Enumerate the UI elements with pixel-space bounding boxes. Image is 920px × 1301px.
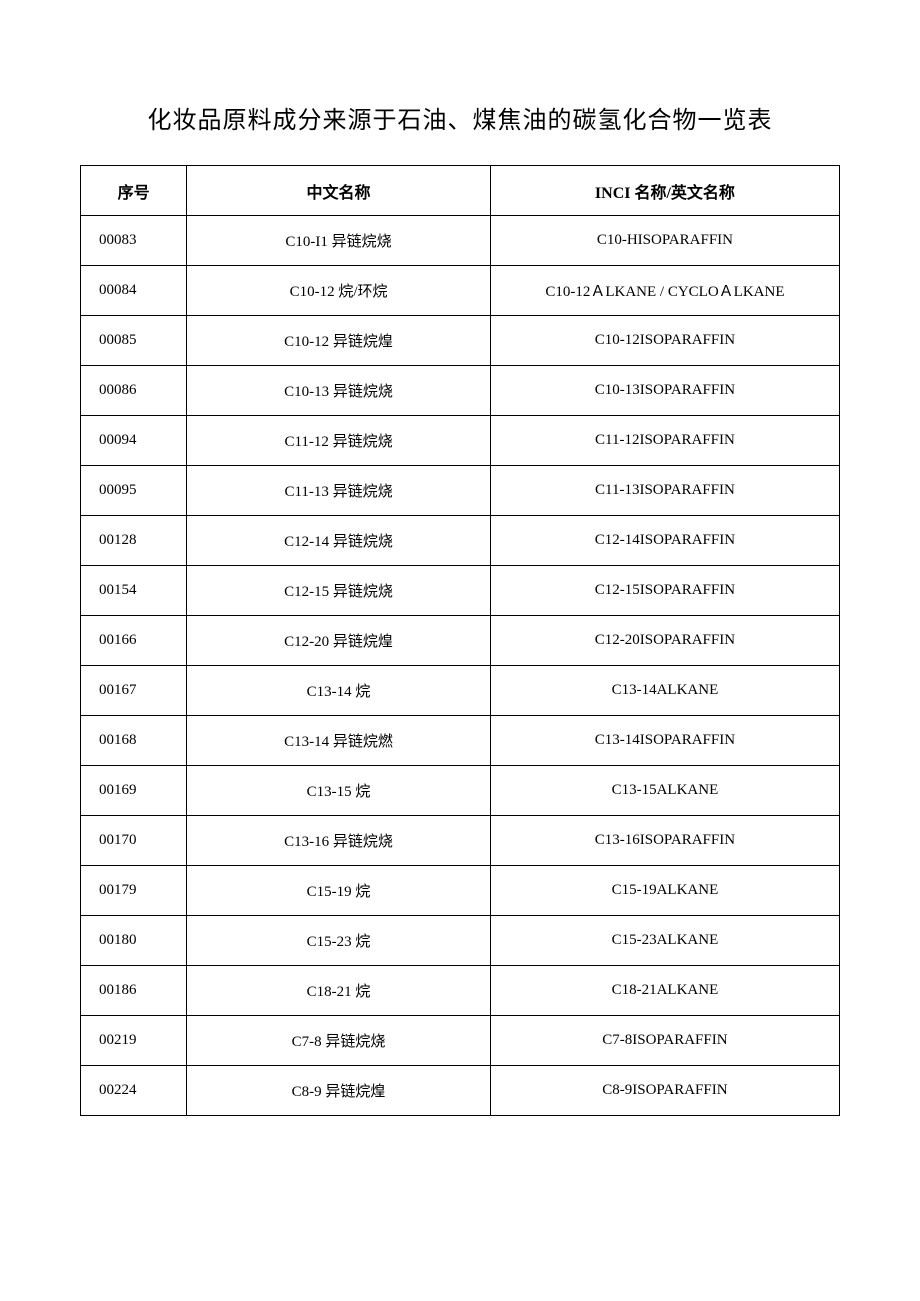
table-row: 00083 C10-I1 异链烷烧 C10-HISOPARAFFIN [81,216,840,266]
table-row: 00167 C13-14 烷 C13-14ALKANE [81,666,840,716]
cell-seq: 00167 [81,666,187,716]
cell-chinese: C13-14 异链烷燃 [187,716,491,766]
cell-chinese: C15-23 烷 [187,916,491,966]
col-header-english: INCI 名称/英文名称 [490,166,839,216]
table-row: 00095 C11-13 异链烷烧 C11-13ISOPARAFFIN [81,466,840,516]
table-row: 00180 C15-23 烷 C15-23ALKANE [81,916,840,966]
cell-english: C15-19ALKANE [490,866,839,916]
cell-english: C12-14ISOPARAFFIN [490,516,839,566]
cell-english: C10-12ＡLKANE / CYCLOＡLKANE [490,266,839,316]
cell-seq: 00170 [81,816,187,866]
cell-english: C15-23ALKANE [490,916,839,966]
cell-english: C10-12ISOPARAFFIN [490,316,839,366]
cell-seq: 00180 [81,916,187,966]
cell-seq: 00169 [81,766,187,816]
cell-chinese: C13-14 烷 [187,666,491,716]
cell-seq: 00128 [81,516,187,566]
cell-seq: 00154 [81,566,187,616]
cell-english: C13-14ALKANE [490,666,839,716]
ingredient-table: 序号 中文名称 INCI 名称/英文名称 00083 C10-I1 异链烷烧 C… [80,165,840,1116]
cell-english: C10-HISOPARAFFIN [490,216,839,266]
cell-seq: 00166 [81,616,187,666]
cell-seq: 00083 [81,216,187,266]
col-header-chinese: 中文名称 [187,166,491,216]
cell-seq: 00094 [81,416,187,466]
cell-chinese: C10-12 烷/环烷 [187,266,491,316]
cell-chinese: C12-14 异链烷烧 [187,516,491,566]
cell-chinese: C10-12 异链烷煌 [187,316,491,366]
cell-seq: 00085 [81,316,187,366]
table-row: 00166 C12-20 异链烷煌 C12-20ISOPARAFFIN [81,616,840,666]
cell-chinese: C10-13 异链烷烧 [187,366,491,416]
cell-english: C18-21ALKANE [490,966,839,1016]
table-row: 00154 C12-15 异链烷烧 C12-15ISOPARAFFIN [81,566,840,616]
cell-chinese: C11-13 异链烷烧 [187,466,491,516]
cell-chinese: C13-15 烷 [187,766,491,816]
table-row: 00219 C7-8 异链烷烧 C7-8ISOPARAFFIN [81,1016,840,1066]
cell-seq: 00086 [81,366,187,416]
table-row: 00128 C12-14 异链烷烧 C12-14ISOPARAFFIN [81,516,840,566]
cell-seq: 00084 [81,266,187,316]
cell-english: C11-13ISOPARAFFIN [490,466,839,516]
cell-chinese: C15-19 烷 [187,866,491,916]
cell-chinese: C11-12 异链烷烧 [187,416,491,466]
cell-english: C12-15ISOPARAFFIN [490,566,839,616]
table-row: 00186 C18-21 烷 C18-21ALKANE [81,966,840,1016]
cell-seq: 00179 [81,866,187,916]
cell-chinese: C10-I1 异链烷烧 [187,216,491,266]
table-header-row: 序号 中文名称 INCI 名称/英文名称 [81,166,840,216]
cell-seq: 00224 [81,1066,187,1116]
table-row: 00179 C15-19 烷 C15-19ALKANE [81,866,840,916]
table-row: 00086 C10-13 异链烷烧 C10-13ISOPARAFFIN [81,366,840,416]
table-row: 00168 C13-14 异链烷燃 C13-14ISOPARAFFIN [81,716,840,766]
table-row: 00224 C8-9 异链烷煌 C8-9ISOPARAFFIN [81,1066,840,1116]
cell-seq: 00168 [81,716,187,766]
cell-chinese: C13-16 异链烷烧 [187,816,491,866]
table-row: 00085 C10-12 异链烷煌 C10-12ISOPARAFFIN [81,316,840,366]
table-row: 00094 C11-12 异链烷烧 C11-12ISOPARAFFIN [81,416,840,466]
cell-seq: 00095 [81,466,187,516]
cell-english: C11-12ISOPARAFFIN [490,416,839,466]
page-title: 化妆品原料成分来源于石油、煤焦油的碳氢化合物一览表 [80,100,840,135]
table-body: 00083 C10-I1 异链烷烧 C10-HISOPARAFFIN 00084… [81,216,840,1116]
cell-chinese: C18-21 烷 [187,966,491,1016]
cell-english: C12-20ISOPARAFFIN [490,616,839,666]
cell-chinese: C12-15 异链烷烧 [187,566,491,616]
cell-english: C13-14ISOPARAFFIN [490,716,839,766]
table-row: 00170 C13-16 异链烷烧 C13-16ISOPARAFFIN [81,816,840,866]
col-header-seq: 序号 [81,166,187,216]
cell-chinese: C7-8 异链烷烧 [187,1016,491,1066]
cell-seq: 00219 [81,1016,187,1066]
cell-english: C13-15ALKANE [490,766,839,816]
cell-chinese: C12-20 异链烷煌 [187,616,491,666]
cell-english: C10-13ISOPARAFFIN [490,366,839,416]
table-row: 00169 C13-15 烷 C13-15ALKANE [81,766,840,816]
table-row: 00084 C10-12 烷/环烷 C10-12ＡLKANE / CYCLOＡL… [81,266,840,316]
cell-chinese: C8-9 异链烷煌 [187,1066,491,1116]
cell-seq: 00186 [81,966,187,1016]
cell-english: C13-16ISOPARAFFIN [490,816,839,866]
cell-english: C7-8ISOPARAFFIN [490,1016,839,1066]
cell-english: C8-9ISOPARAFFIN [490,1066,839,1116]
